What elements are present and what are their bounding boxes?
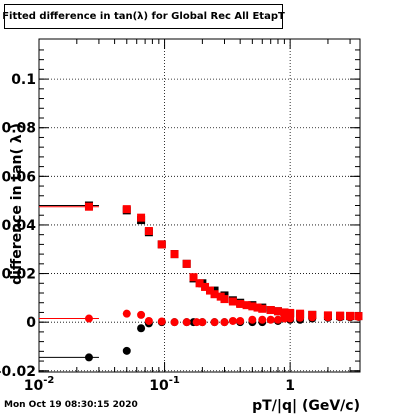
data-point xyxy=(195,279,204,288)
y-axis-label: difference in tan( λ ) xyxy=(9,123,25,285)
y-tick-label: 0.04 xyxy=(1,218,36,234)
data-point xyxy=(144,227,153,236)
data-point xyxy=(192,318,201,327)
data-point xyxy=(182,259,191,268)
data-point xyxy=(242,301,251,310)
data-point xyxy=(336,311,345,320)
data-point xyxy=(220,295,229,304)
data-point xyxy=(273,315,282,324)
timestamp-footer: Mon Oct 19 08:30:15 2020 xyxy=(4,400,138,410)
data-point xyxy=(137,310,146,319)
chart-title: Fitted difference in tan(λ) for Global R… xyxy=(2,11,285,22)
data-point xyxy=(354,312,363,321)
data-point xyxy=(236,299,245,308)
data-point xyxy=(296,309,305,318)
chart-title-box: Fitted difference in tan(λ) for Global R… xyxy=(2,4,285,29)
data-point xyxy=(308,310,317,319)
data-point xyxy=(210,290,219,299)
axes: 10-2 10-1 1 -0.02 0 0.02 0.04 0.06 0.08 0.1 xyxy=(0,39,360,394)
data-point xyxy=(122,205,131,214)
data-point xyxy=(228,316,237,325)
data-point xyxy=(122,346,131,355)
data-point xyxy=(220,318,229,327)
data-point xyxy=(258,315,267,324)
x-tick-label: 1 xyxy=(285,378,295,394)
y-tick-label: 0.08 xyxy=(1,121,36,137)
y-tick-label: 0.06 xyxy=(1,169,36,185)
data-point xyxy=(258,304,267,313)
data-point xyxy=(205,286,214,295)
data-point xyxy=(210,318,219,327)
data-point xyxy=(280,308,289,317)
data-point xyxy=(137,213,146,222)
gridlines xyxy=(38,39,360,372)
data-point xyxy=(266,306,275,315)
data-point xyxy=(248,302,257,311)
data-point xyxy=(266,315,275,324)
y-tick-label: 0.02 xyxy=(1,267,36,283)
x-tick-label: 10-2 xyxy=(24,375,55,394)
data-point xyxy=(273,307,282,316)
data-point xyxy=(170,318,179,327)
data-marks xyxy=(39,201,363,362)
data-point xyxy=(84,202,93,211)
data-point xyxy=(346,311,355,320)
data-point xyxy=(170,250,179,259)
y-tick-label: -0.02 xyxy=(0,364,36,380)
data-point xyxy=(286,308,295,317)
data-point xyxy=(182,318,191,327)
data-point xyxy=(144,316,153,325)
data-point xyxy=(157,317,166,326)
y-tick-label: 0.1 xyxy=(11,72,36,88)
data-point xyxy=(137,324,146,333)
data-point xyxy=(157,240,166,249)
data-point xyxy=(198,318,207,327)
data-point xyxy=(253,303,262,312)
y-tick-label: 0 xyxy=(26,315,36,331)
data-point xyxy=(84,314,93,323)
x-tick-label: 10-1 xyxy=(149,375,180,394)
x-axis-label: pT/|q| (GeV/c) xyxy=(252,398,360,414)
data-point xyxy=(84,353,93,362)
data-point xyxy=(122,309,131,318)
data-point xyxy=(189,273,198,282)
data-point xyxy=(201,282,210,291)
data-point xyxy=(236,316,245,325)
data-point xyxy=(323,311,332,320)
data-point xyxy=(228,297,237,306)
data-point xyxy=(248,315,257,324)
